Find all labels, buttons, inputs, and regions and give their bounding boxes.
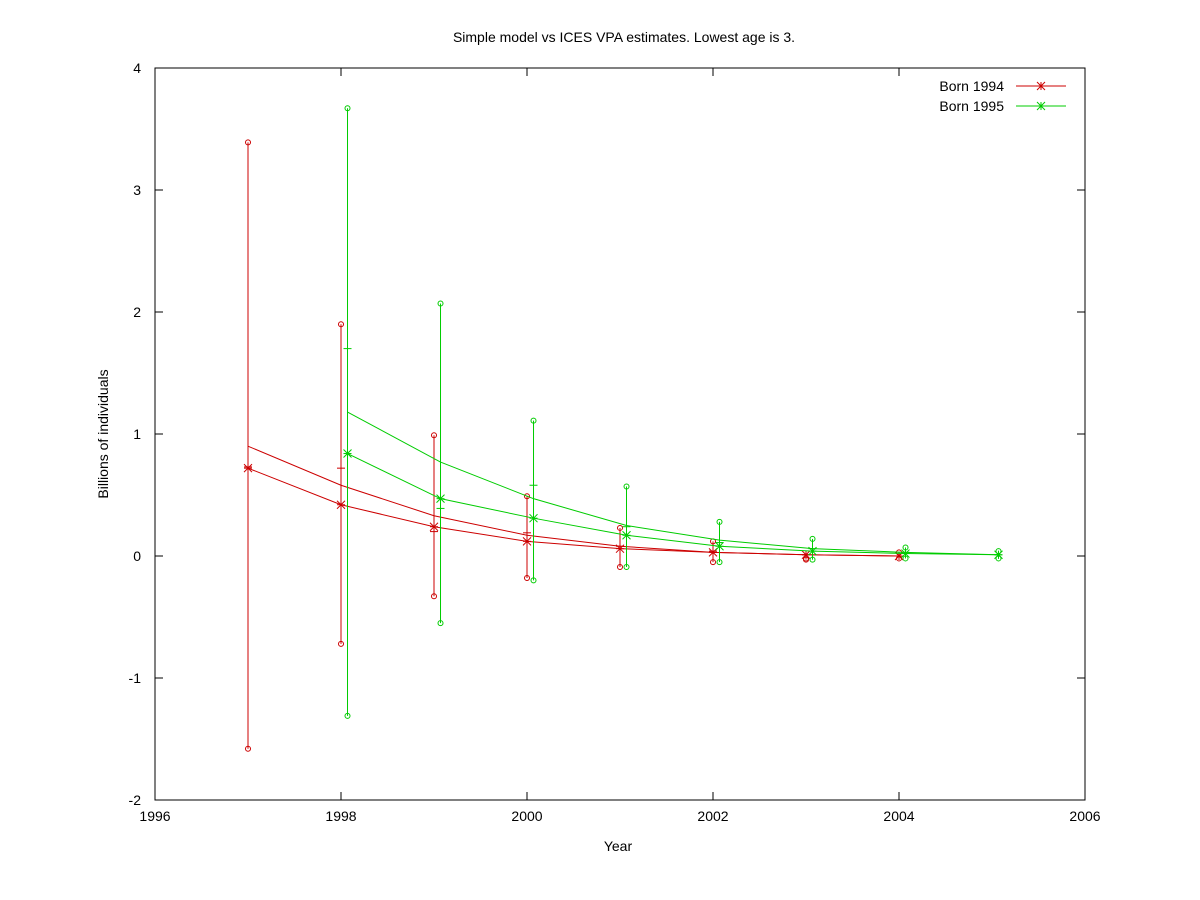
- y-tick-label: -1: [129, 670, 142, 686]
- series-model-line: [347, 453, 999, 556]
- model-point: [529, 513, 538, 523]
- error-bar-high-marker: [338, 321, 344, 328]
- model-point: [901, 549, 910, 558]
- error-bar-high-marker: [623, 483, 630, 490]
- error-bar-high-marker: [617, 524, 623, 531]
- plot-frame: [154, 67, 1086, 801]
- error-bar-high-marker: [530, 417, 537, 424]
- x-tick-label: 2000: [511, 808, 542, 824]
- series-upper-curve: [347, 411, 999, 556]
- y-tick-label: 1: [133, 426, 141, 442]
- model-point: [715, 541, 724, 551]
- legend-label: Born 1995: [939, 98, 1004, 114]
- plot-area: 1996 1998 2000 2002 2004 2006 -2 -1 0 1 2 3 4 Born 19…: [129, 60, 1101, 824]
- model-point: [615, 544, 625, 554]
- error-bar-low-marker: [344, 712, 351, 719]
- error-bar-low-marker: [524, 574, 530, 581]
- x-tick-label: 2006: [1069, 808, 1100, 824]
- error-bar-low-marker: [431, 593, 437, 600]
- x-tick-label: 1998: [325, 808, 356, 824]
- error-bar-high-marker: [431, 432, 437, 439]
- model-point: [522, 537, 532, 546]
- x-axis-label: Year: [604, 838, 633, 854]
- series-2: Born 1995: [343, 98, 1066, 719]
- error-bar-high-marker: [716, 518, 723, 525]
- legend-marker: [1036, 81, 1046, 91]
- error-bar-low-marker: [245, 745, 251, 752]
- model-point: [622, 530, 631, 540]
- error-bar-high-marker: [524, 493, 530, 500]
- y-axis-label: Billions of individuals: [95, 369, 111, 498]
- model-point: [994, 550, 1003, 560]
- model-point: [808, 546, 817, 556]
- legend-marker: [1036, 101, 1046, 111]
- error-bar-low-marker: [530, 577, 537, 584]
- error-bar-low-marker: [617, 563, 623, 570]
- model-point: [436, 494, 445, 504]
- series-upper-curve: [247, 445, 900, 557]
- y-tick-label: 0: [133, 548, 141, 564]
- y-tick-label: 4: [133, 60, 141, 76]
- x-tick-label: 2004: [883, 808, 914, 824]
- y-tick-label: 2: [133, 304, 141, 320]
- series-1: Born 1994: [243, 78, 1066, 752]
- model-point: [243, 463, 253, 473]
- model-point: [343, 449, 352, 458]
- error-bar-high-marker: [809, 535, 816, 542]
- error-bar-low-marker: [338, 640, 344, 647]
- model-point: [429, 522, 439, 532]
- y-tick-label: -2: [129, 792, 142, 808]
- error-bar-low-marker: [809, 556, 816, 563]
- error-bar-high-marker: [344, 105, 351, 112]
- y-tick-label: 3: [133, 182, 141, 198]
- error-bar-high-marker: [245, 139, 251, 146]
- error-bar-low-marker: [437, 620, 444, 627]
- error-bar-high-marker: [437, 300, 444, 307]
- model-point: [336, 500, 346, 510]
- error-bar-low-marker: [623, 563, 630, 570]
- chart-title: Simple model vs ICES VPA estimates. Lowe…: [453, 29, 795, 45]
- legend-label: Born 1994: [939, 78, 1004, 94]
- series-model-line: [247, 467, 900, 557]
- error-bar-low-marker: [710, 559, 716, 566]
- x-tick-label: 2002: [697, 808, 728, 824]
- x-tick-label: 1996: [139, 808, 170, 824]
- error-bar-low-marker: [716, 559, 723, 566]
